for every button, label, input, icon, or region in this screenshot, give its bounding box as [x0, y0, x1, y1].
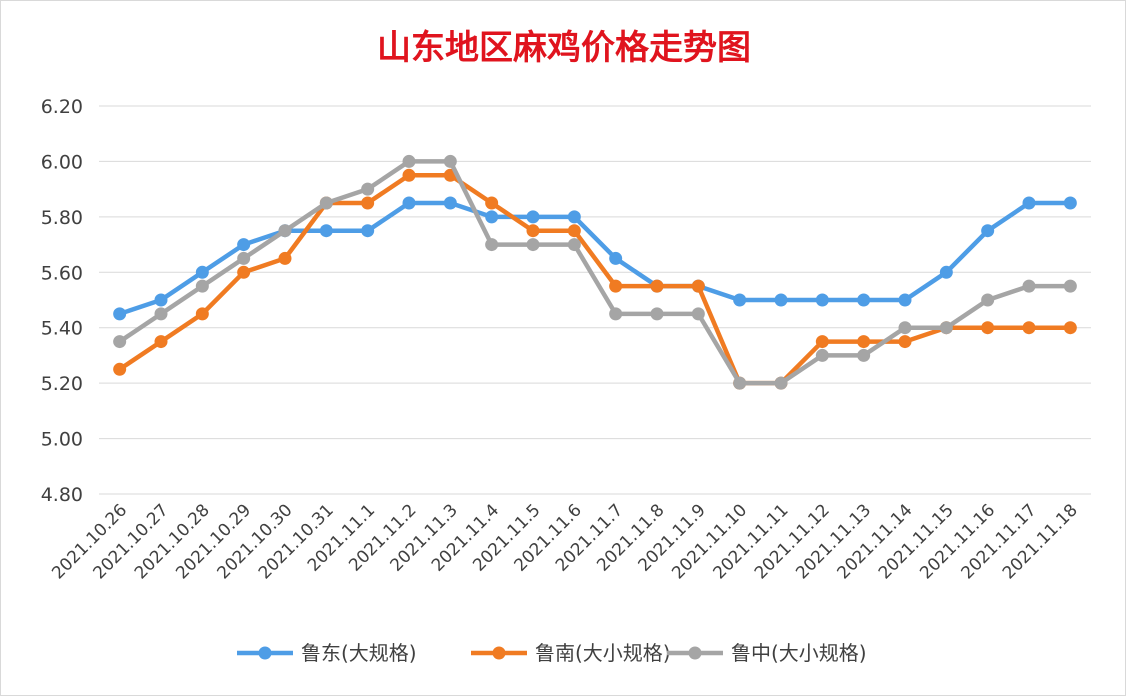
chart-title: 山东地区麻鸡价格走势图: [377, 28, 751, 68]
data-point: [361, 224, 375, 238]
data-point: [857, 293, 871, 307]
x-axis-ticks: 2021.10.262021.10.272021.10.282021.10.29…: [48, 500, 1082, 583]
data-point: [154, 293, 168, 307]
legend-label: 鲁中(大小规格): [731, 641, 867, 665]
data-point: [319, 196, 333, 210]
data-point: [898, 335, 912, 349]
data-point: [981, 293, 995, 307]
data-point: [939, 321, 953, 335]
data-point: [526, 210, 540, 224]
legend-item: 鲁东(大规格): [237, 641, 417, 665]
data-point: [154, 335, 168, 349]
y-tick-label: 5.80: [41, 207, 83, 229]
data-point: [526, 238, 540, 252]
data-point: [567, 224, 581, 238]
data-point: [1063, 196, 1077, 210]
data-point: [733, 293, 747, 307]
data-point: [278, 224, 292, 238]
data-point: [815, 293, 829, 307]
data-point: [898, 293, 912, 307]
data-point: [1022, 196, 1036, 210]
legend-item: 鲁南(大小规格): [471, 641, 671, 665]
data-point: [319, 224, 333, 238]
data-point: [1063, 321, 1077, 335]
data-point: [1022, 279, 1036, 293]
y-axis-ticks: 6.20 6.00 5.80 5.60 5.40 5.20 5.00 4.80: [41, 96, 83, 506]
data-point: [774, 376, 788, 390]
data-point: [361, 196, 375, 210]
data-point: [567, 210, 581, 224]
data-point: [691, 279, 705, 293]
y-tick-label: 4.80: [41, 484, 83, 506]
series-2: [113, 154, 1077, 390]
data-point: [526, 224, 540, 238]
series: [113, 154, 1077, 390]
data-point: [609, 307, 623, 321]
data-point: [733, 376, 747, 390]
data-point: [981, 224, 995, 238]
grid: [99, 105, 1091, 495]
data-point: [402, 168, 416, 182]
series-line: [118, 159, 1071, 386]
y-tick-label: 6.20: [41, 96, 83, 118]
legend-swatch-marker: [492, 646, 506, 660]
data-point: [113, 362, 127, 376]
data-point: [857, 348, 871, 362]
data-point: [1063, 279, 1077, 293]
data-point: [981, 321, 995, 335]
data-point: [195, 279, 209, 293]
data-point: [278, 251, 292, 265]
data-point: [898, 321, 912, 335]
data-point: [237, 238, 251, 252]
data-point: [857, 335, 871, 349]
data-point: [650, 279, 664, 293]
data-point: [815, 348, 829, 362]
legend-label: 鲁南(大小规格): [535, 641, 671, 665]
y-tick-label: 5.40: [41, 318, 83, 340]
data-point: [815, 335, 829, 349]
y-tick-label: 5.00: [41, 429, 83, 451]
data-point: [485, 196, 499, 210]
data-point: [485, 210, 499, 224]
data-point: [361, 182, 375, 196]
data-point: [443, 154, 457, 168]
data-point: [195, 307, 209, 321]
data-point: [195, 265, 209, 279]
data-point: [939, 265, 953, 279]
legend-swatch-marker: [688, 646, 702, 660]
data-point: [113, 307, 127, 321]
legend: 鲁东(大规格) 鲁南(大小规格) 鲁中(大小规格): [237, 641, 867, 665]
data-point: [237, 251, 251, 265]
data-point: [402, 154, 416, 168]
data-point: [650, 307, 664, 321]
data-point: [1022, 321, 1036, 335]
data-point: [154, 307, 168, 321]
y-tick-label: 6.00: [41, 151, 83, 173]
data-point: [691, 307, 705, 321]
data-point: [609, 251, 623, 265]
data-point: [237, 265, 251, 279]
data-point: [485, 238, 499, 252]
data-point: [113, 335, 127, 349]
legend-item: 鲁中(大小规格): [667, 641, 867, 665]
data-point: [774, 293, 788, 307]
data-point: [443, 196, 457, 210]
legend-label: 鲁东(大规格): [301, 641, 417, 665]
series-line: [118, 173, 1071, 386]
y-tick-label: 5.20: [41, 373, 83, 395]
data-point: [567, 238, 581, 252]
legend-swatch-marker: [258, 646, 272, 660]
data-point: [402, 196, 416, 210]
y-tick-label: 5.60: [41, 262, 83, 284]
data-point: [609, 279, 623, 293]
